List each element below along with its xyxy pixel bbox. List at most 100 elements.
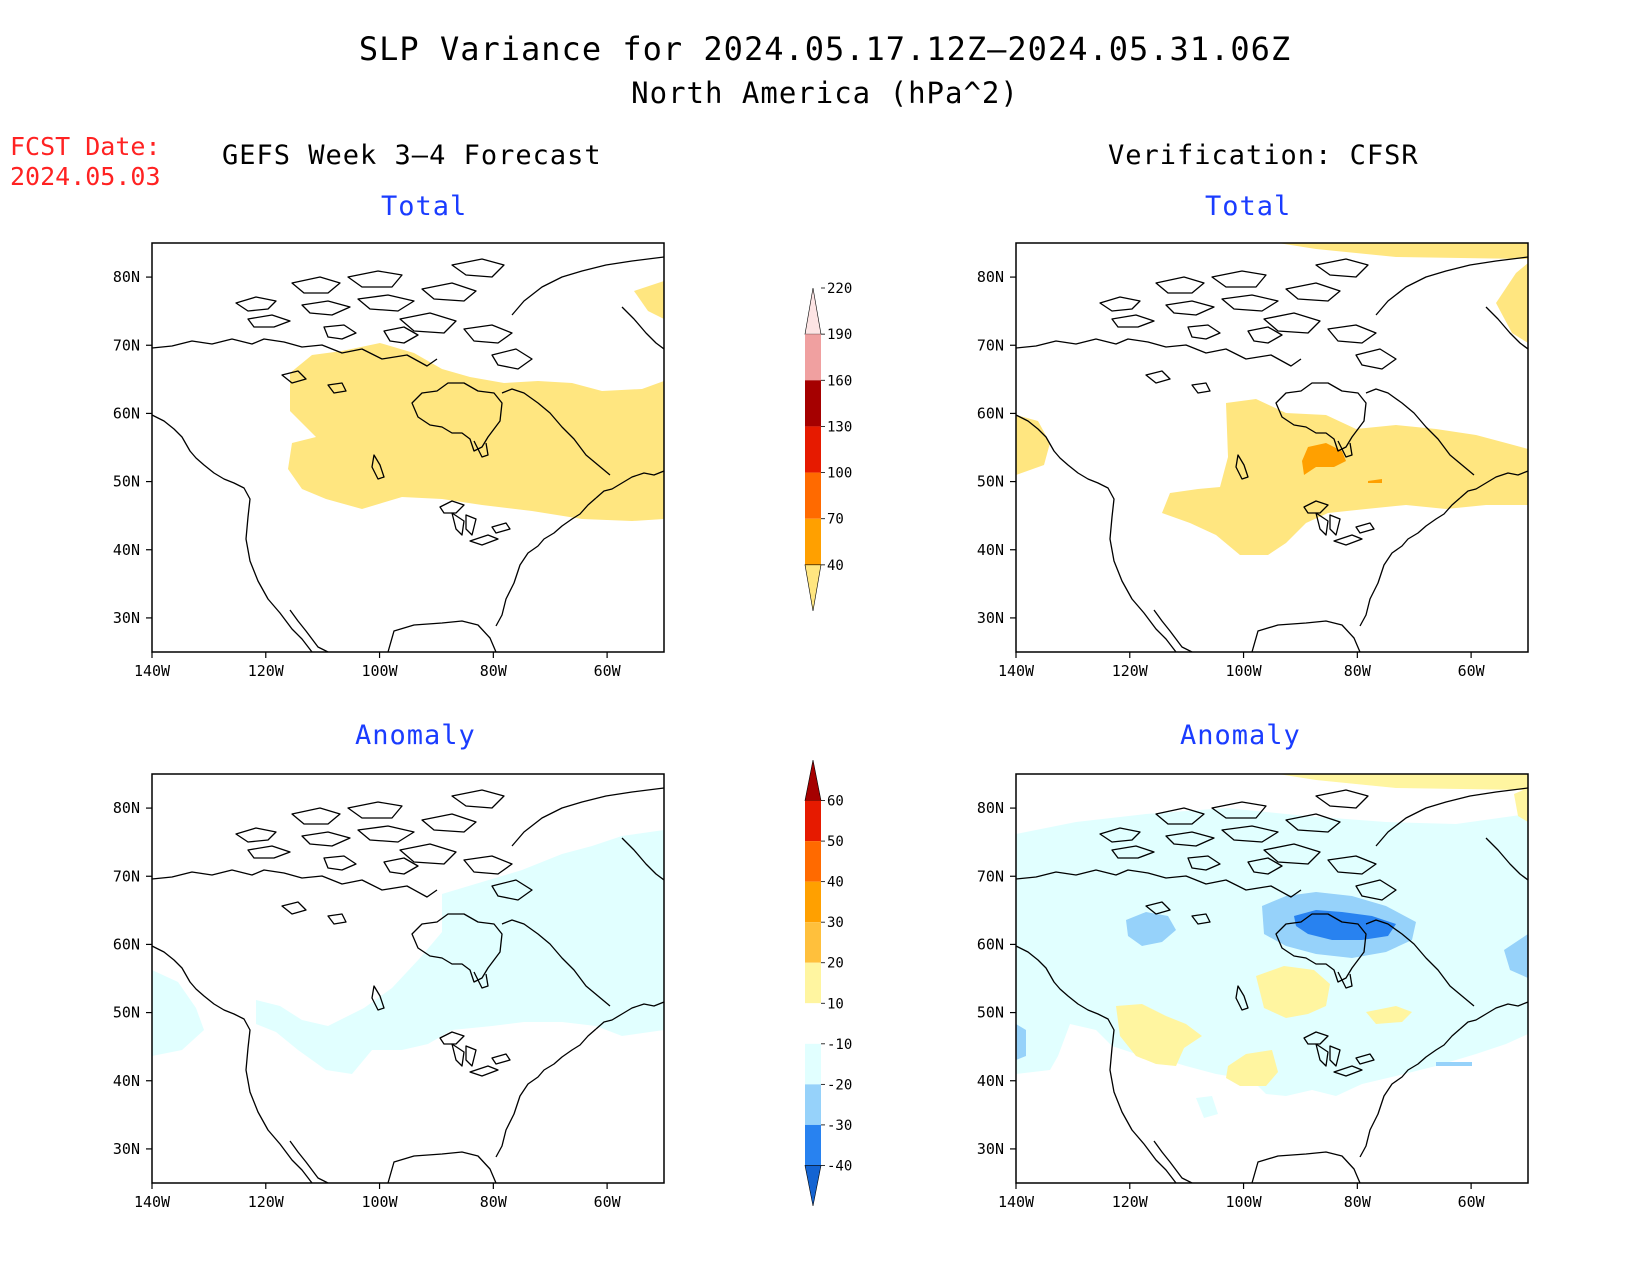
shaded-region-verification-anomaly-2 xyxy=(1126,912,1176,946)
shaded-region-verification-total-5 xyxy=(1368,479,1382,483)
anomaly-colorbar-label-7: 40 xyxy=(827,875,844,891)
map-panel-verification-total: 140W 120W 100W 80W 60W 80N 70N 60N 50N 40N 30N xyxy=(977,242,1529,680)
lon-tick-label-forecast-total-0: 140W xyxy=(134,662,171,680)
anomaly-colorbar-segment-4 xyxy=(805,922,821,963)
anomaly-colorbar-label-3: -10 xyxy=(827,1037,852,1053)
lat-tick-label-verification-anomaly-3: 50N xyxy=(977,1004,1004,1022)
map-frame-verification-total xyxy=(1015,242,1529,653)
lon-tick-label-verification-anomaly-4: 60W xyxy=(1458,1193,1486,1211)
anomaly-colorbar-label-4: 10 xyxy=(827,996,844,1012)
total-colorbar-label-0: 40 xyxy=(827,558,844,574)
lon-tick-label-forecast-total-1: 120W xyxy=(248,662,285,680)
map-panel-forecast-total: 140W 120W 100W 80W 60W 80N 70N 60N 50N 40N 30N xyxy=(113,242,665,680)
lat-tick-label-verification-total-2: 60N xyxy=(977,404,1004,422)
map-frame-forecast-total xyxy=(151,242,665,653)
panel-title-forecast-anomaly: Anomaly xyxy=(355,720,476,751)
lon-tick-label-verification-total-3: 80W xyxy=(1344,662,1372,680)
lon-tick-label-forecast-total-2: 100W xyxy=(361,662,398,680)
total-colorbar: 40 70 100 130 160 190 220 xyxy=(804,281,852,612)
anomaly-colorbar-segment-7 xyxy=(805,1043,821,1085)
shaded-region-forecast-anomaly-0 xyxy=(256,830,664,1074)
lat-tick-label-verification-total-0: 80N xyxy=(977,268,1004,286)
total-colorbar-segment-1 xyxy=(805,334,821,381)
lat-tick-label-forecast-total-0: 80N xyxy=(113,268,140,286)
lat-tick-label-verification-anomaly-1: 70N xyxy=(977,867,1004,885)
shaded-region-forecast-total-0 xyxy=(288,343,664,521)
lat-tick-label-forecast-total-3: 50N xyxy=(113,473,140,491)
shaded-region-verification-anomaly-12 xyxy=(1278,774,1528,790)
lon-tick-label-forecast-anomaly-3: 80W xyxy=(480,1193,508,1211)
shaded-region-verification-anomaly-5 xyxy=(1504,934,1528,978)
column-title-forecast: GEFS Week 3–4 Forecast xyxy=(222,140,602,171)
anomaly-colorbar-label-0: -40 xyxy=(827,1158,852,1174)
total-colorbar-segment-2 xyxy=(805,380,821,427)
shaded-region-forecast-anomaly-1 xyxy=(152,970,204,1056)
map-frame-forecast-anomaly xyxy=(151,773,665,1184)
lon-tick-label-forecast-anomaly-4: 60W xyxy=(594,1193,622,1211)
figure-title-line1: SLP Variance for 2024.05.17.12Z–2024.05.… xyxy=(358,30,1292,68)
lat-tick-label-forecast-total-5: 30N xyxy=(113,609,140,627)
shaded-region-verification-anomaly-8 xyxy=(1256,966,1330,1018)
lat-tick-label-verification-total-3: 50N xyxy=(977,473,1004,491)
shaded-region-verification-total-4 xyxy=(1302,443,1346,475)
lon-tick-label-forecast-total-4: 60W xyxy=(594,662,622,680)
total-colorbar-label-2: 100 xyxy=(827,466,852,482)
total-colorbar-segment-0 xyxy=(804,287,822,335)
total-colorbar-label-1: 70 xyxy=(827,512,844,528)
lat-tick-label-forecast-anomaly-3: 50N xyxy=(113,1004,140,1022)
total-colorbar-segment-5 xyxy=(805,518,821,565)
anomaly-colorbar-label-2: -20 xyxy=(827,1077,852,1093)
panel-title-verification-total: Total xyxy=(1205,191,1292,222)
lat-tick-label-verification-total-5: 30N xyxy=(977,609,1004,627)
anomaly-colorbar-segment-3 xyxy=(805,881,821,923)
anomaly-colorbar-label-8: 50 xyxy=(827,834,844,850)
lat-tick-label-forecast-anomaly-5: 30N xyxy=(113,1140,140,1158)
shaded-region-verification-anomaly-11 xyxy=(1366,1006,1412,1024)
anomaly-colorbar-label-5: 20 xyxy=(827,956,844,972)
shaded-region-verification-anomaly-4 xyxy=(1294,910,1396,940)
lon-tick-label-forecast-total-3: 80W xyxy=(480,662,508,680)
shaded-region-forecast-total-1 xyxy=(634,281,664,319)
lat-tick-label-verification-anomaly-0: 80N xyxy=(977,799,1004,817)
shaded-region-verification-anomaly-13 xyxy=(1514,788,1528,822)
lon-tick-label-verification-anomaly-0: 140W xyxy=(998,1193,1035,1211)
lon-tick-label-forecast-anomaly-0: 140W xyxy=(134,1193,171,1211)
lat-tick-label-verification-anomaly-5: 30N xyxy=(977,1140,1004,1158)
lon-tick-label-forecast-anomaly-2: 100W xyxy=(361,1193,398,1211)
lat-tick-label-verification-anomaly-4: 40N xyxy=(977,1072,1004,1090)
lon-tick-label-verification-total-1: 120W xyxy=(1112,662,1149,680)
lat-tick-label-verification-anomaly-2: 60N xyxy=(977,935,1004,953)
shaded-region-verification-total-0 xyxy=(1278,243,1528,259)
anomaly-colorbar-segment-5 xyxy=(805,962,821,1004)
anomaly-colorbar-segment-1 xyxy=(805,800,821,842)
anomaly-colorbar-segment-6 xyxy=(805,1003,821,1044)
shaded-region-verification-total-3 xyxy=(1162,399,1528,555)
lat-tick-label-verification-total-4: 40N xyxy=(977,541,1004,559)
shaded-region-verification-anomaly-7 xyxy=(1436,1062,1472,1066)
total-colorbar-segment-3 xyxy=(805,426,821,473)
lat-tick-label-forecast-anomaly-1: 70N xyxy=(113,867,140,885)
shaded-region-verification-anomaly-1 xyxy=(1196,1096,1218,1118)
total-colorbar-label-4: 160 xyxy=(827,373,852,389)
shaded-region-verification-anomaly-6 xyxy=(1016,1024,1026,1060)
anomaly-colorbar-segment-0 xyxy=(804,759,822,801)
figure-title-line2: North America (hPa^2) xyxy=(631,76,1019,110)
map-panel-forecast-anomaly: 140W 120W 100W 80W 60W 80N 70N 60N 50N 40N 30N xyxy=(113,773,665,1211)
fcst-date-value: 2024.05.03 xyxy=(10,162,161,191)
panel-title-forecast-total: Total xyxy=(381,191,468,222)
anomaly-colorbar: -40 -30 -20 -10 10 20 30 40 50 60 xyxy=(804,759,852,1207)
column-title-verification: Verification: CFSR xyxy=(1108,140,1419,171)
map-panel-verification-anomaly: 140W 120W 100W 80W 60W 80N 70N 60N 50N 40N 30N xyxy=(977,773,1529,1211)
lat-tick-label-forecast-total-4: 40N xyxy=(113,541,140,559)
total-colorbar-label-6: 220 xyxy=(827,281,852,297)
lon-tick-label-forecast-anomaly-1: 120W xyxy=(248,1193,285,1211)
lat-tick-label-forecast-anomaly-2: 60N xyxy=(113,935,140,953)
lon-tick-label-verification-anomaly-2: 100W xyxy=(1225,1193,1262,1211)
anomaly-colorbar-segment-10 xyxy=(804,1165,822,1207)
anomaly-colorbar-segment-9 xyxy=(805,1124,821,1166)
anomaly-colorbar-segment-8 xyxy=(805,1084,821,1125)
map-frame-verification-anomaly xyxy=(1015,773,1529,1184)
lat-tick-label-forecast-anomaly-4: 40N xyxy=(113,1072,140,1090)
lon-tick-label-verification-total-4: 60W xyxy=(1458,662,1486,680)
lat-tick-label-forecast-total-1: 70N xyxy=(113,336,140,354)
